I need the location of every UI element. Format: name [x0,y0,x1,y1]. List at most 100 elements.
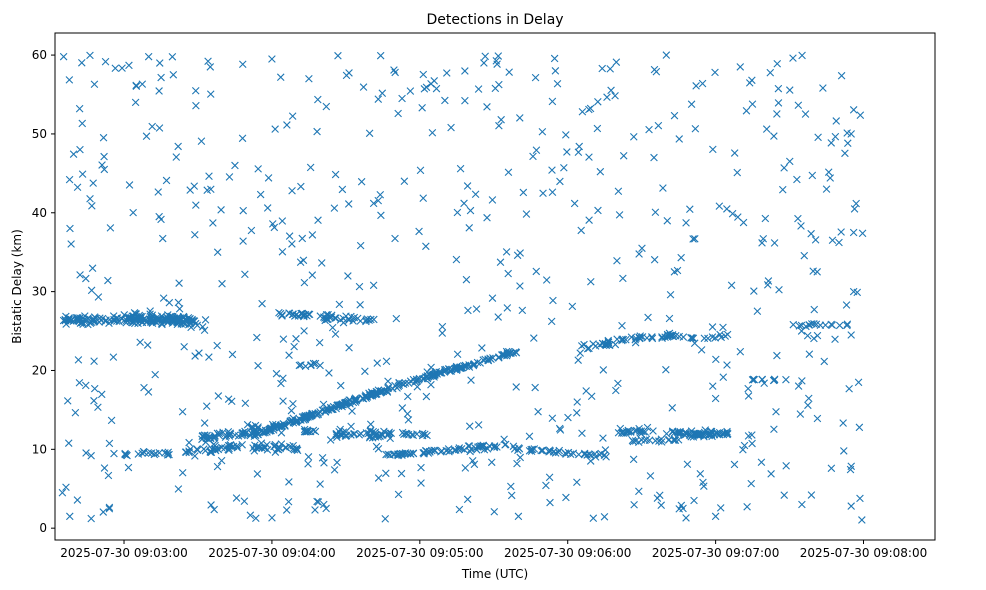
data-point [613,335,621,343]
data-point [372,389,380,398]
x-axis-label: Time (UTC) [461,567,528,581]
data-point [342,71,351,80]
data-point [712,355,720,364]
data-point [670,436,678,445]
data-point [585,153,593,161]
data-point [209,219,217,227]
data-point [333,458,341,467]
data-point [641,428,650,436]
data-point [298,234,307,243]
data-point [657,438,666,446]
data-point [730,149,739,157]
data-point [288,186,296,195]
data-point [611,340,620,349]
data-point [308,411,316,420]
data-point [831,335,839,344]
data-point [532,146,541,154]
data-point [395,379,403,387]
data-point [631,437,640,445]
data-point [723,330,732,339]
data-point [797,321,806,330]
data-point [807,229,815,238]
data-point [249,444,257,452]
data-point [580,450,589,459]
data-point [419,194,428,202]
data-point [258,299,266,308]
data-point [81,381,90,390]
data-point [483,213,491,222]
data-point [744,392,753,400]
data-point [704,334,712,343]
data-point [270,223,279,232]
data-point [186,186,194,194]
data-point [616,424,625,433]
data-point [374,196,383,205]
data-point [221,444,229,452]
data-point [798,377,806,385]
data-point [495,121,503,130]
data-point [193,446,202,454]
data-point [727,281,736,290]
data-point [186,445,195,453]
data-point [657,501,666,510]
data-point [59,52,68,61]
data-point [139,447,148,456]
data-point [297,182,305,191]
data-point [197,137,206,145]
data-point [635,487,643,496]
data-point [542,276,551,284]
data-point [562,131,570,139]
data-point [65,76,74,84]
data-point [132,310,141,318]
data-point [687,100,696,109]
data-point [382,469,390,478]
data-point [132,82,141,91]
data-point [555,424,564,433]
data-point [671,436,680,445]
data-point [463,182,472,190]
data-point [86,51,94,60]
data-point [469,360,478,369]
data-point [794,382,803,390]
data-point [814,133,822,142]
data-point [88,264,97,272]
data-point [101,57,110,66]
data-point [268,514,276,522]
data-point [764,277,773,285]
data-point [758,375,767,384]
data-point [90,80,99,89]
data-point [217,206,225,214]
data-point [157,215,165,224]
data-point [442,365,450,374]
data-point [480,59,488,67]
data-point [416,166,425,175]
data-point [306,163,315,172]
data-point [782,375,790,384]
data-point [578,429,586,438]
data-point [797,222,805,230]
data-point [225,446,233,455]
data-point [238,431,246,440]
y-tick-label: 40 [32,206,47,220]
data-point [753,307,762,315]
data-point [277,422,286,431]
data-point [129,208,137,217]
data-point [560,163,568,172]
data-point [840,447,848,455]
data-point [185,438,193,447]
data-point [607,86,615,95]
data-point [705,430,713,439]
data-point [125,314,134,322]
y-tick-label: 60 [32,48,47,62]
data-point [179,312,188,321]
data-point [406,87,415,95]
data-point [90,396,98,405]
data-point [412,375,421,384]
data-point [773,110,781,118]
data-point [201,316,210,324]
data-point [398,404,407,412]
data-point [112,317,121,325]
data-point [849,228,858,237]
data-point [774,84,783,93]
data-point [227,397,236,406]
